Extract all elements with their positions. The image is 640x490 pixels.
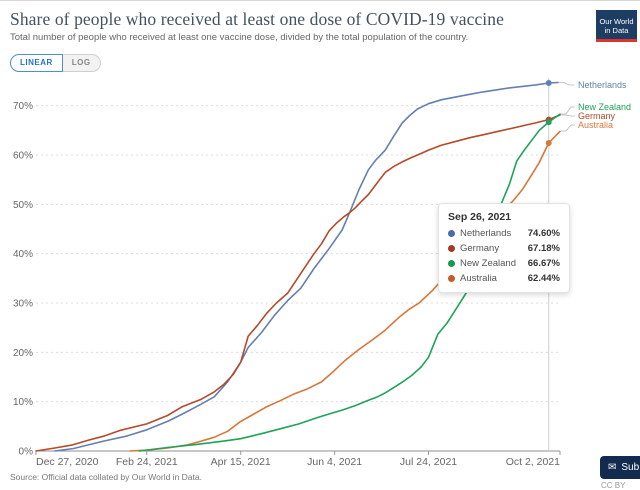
linear-tab[interactable]: LINEAR <box>10 54 63 72</box>
subscribe-label: Sub <box>621 462 640 473</box>
tooltip-series-value: 67.18% <box>527 243 560 254</box>
series-label-new-zealand[interactable]: New Zealand <box>578 102 631 112</box>
hover-dot-netherlands <box>545 79 552 86</box>
series-dot-icon <box>448 245 455 252</box>
label-connector-germany <box>561 114 575 117</box>
tooltip-series-value: 66.67% <box>527 258 560 269</box>
hover-tooltip: Sep 26, 2021 Netherlands 74.60% Germany 67.… <box>438 203 570 293</box>
y-tick-label: 10% <box>13 397 33 408</box>
source-note: Source: Official data collated by Our Wo… <box>10 472 202 482</box>
tooltip-series-name: New Zealand <box>460 258 516 269</box>
label-connector-new-zealand <box>561 106 575 115</box>
y-tick-label: 0% <box>19 447 34 458</box>
tooltip-row: Netherlands 74.60% <box>448 228 560 239</box>
series-dot-icon <box>448 230 455 237</box>
label-connector-australia <box>561 124 575 132</box>
x-tick-label: Apr 15, 2021 <box>211 456 271 468</box>
envelope-icon: ✉ <box>608 462 617 473</box>
series-line-germany[interactable] <box>35 114 561 452</box>
y-tick-label: 70% <box>13 101 33 112</box>
tooltip-date: Sep 26, 2021 <box>448 211 512 223</box>
logo-line2: in Data <box>604 26 629 35</box>
label-connector-netherlands <box>559 82 574 86</box>
tooltip-row: Germany 67.18% <box>448 243 560 254</box>
y-tick-label: 60% <box>13 151 33 162</box>
series-label-netherlands[interactable]: Netherlands <box>578 80 627 90</box>
y-tick-label: 40% <box>13 249 33 260</box>
y-tick-label: 50% <box>13 200 33 211</box>
logo-red-bar <box>596 39 637 42</box>
log-tab[interactable]: LOG <box>62 54 101 72</box>
subscribe-button[interactable]: ✉ Sub <box>600 456 640 479</box>
tooltip-row: New Zealand 66.67% <box>448 258 560 269</box>
hover-dot-australia <box>545 139 552 146</box>
y-tick-label: 30% <box>13 299 33 310</box>
x-tick-label: Jun 4, 2021 <box>307 456 362 468</box>
series-label-australia[interactable]: Australia <box>578 120 613 130</box>
chart-subtitle: Total number of people who received at l… <box>10 32 469 43</box>
license-label: CC BY <box>601 481 626 490</box>
scale-toggle: LINEAR LOG <box>10 54 101 72</box>
series-dot-icon <box>448 275 455 282</box>
tooltip-series-name: Australia <box>460 273 497 284</box>
tooltip-row: Australia 62.44% <box>448 273 560 284</box>
hover-dot-new-zealand <box>545 119 552 126</box>
tooltip-series-value: 74.60% <box>527 228 560 239</box>
x-tick-label: Jul 24, 2021 <box>400 456 457 468</box>
series-dot-icon <box>448 260 455 267</box>
tooltip-series-name: Netherlands <box>460 228 512 239</box>
page-title: Share of people who received at least on… <box>10 9 504 29</box>
series-label-germany[interactable]: Germany <box>578 111 616 121</box>
x-tick-label: Oct 2, 2021 <box>506 456 560 468</box>
x-tick-label: Dec 27, 2020 <box>36 456 99 468</box>
tooltip-series-name: Germany <box>460 243 500 254</box>
logo-line1: Our World <box>599 17 634 26</box>
series-line-new-zealand[interactable] <box>138 113 561 452</box>
tooltip-rows: Netherlands 74.60% Germany 67.18% New Zealan… <box>448 228 560 284</box>
x-tick-label: Feb 24, 2021 <box>116 456 178 468</box>
tooltip-series-value: 62.44% <box>527 273 560 284</box>
owid-logo[interactable]: Our World in Data <box>596 10 637 42</box>
y-tick-label: 20% <box>13 348 33 359</box>
